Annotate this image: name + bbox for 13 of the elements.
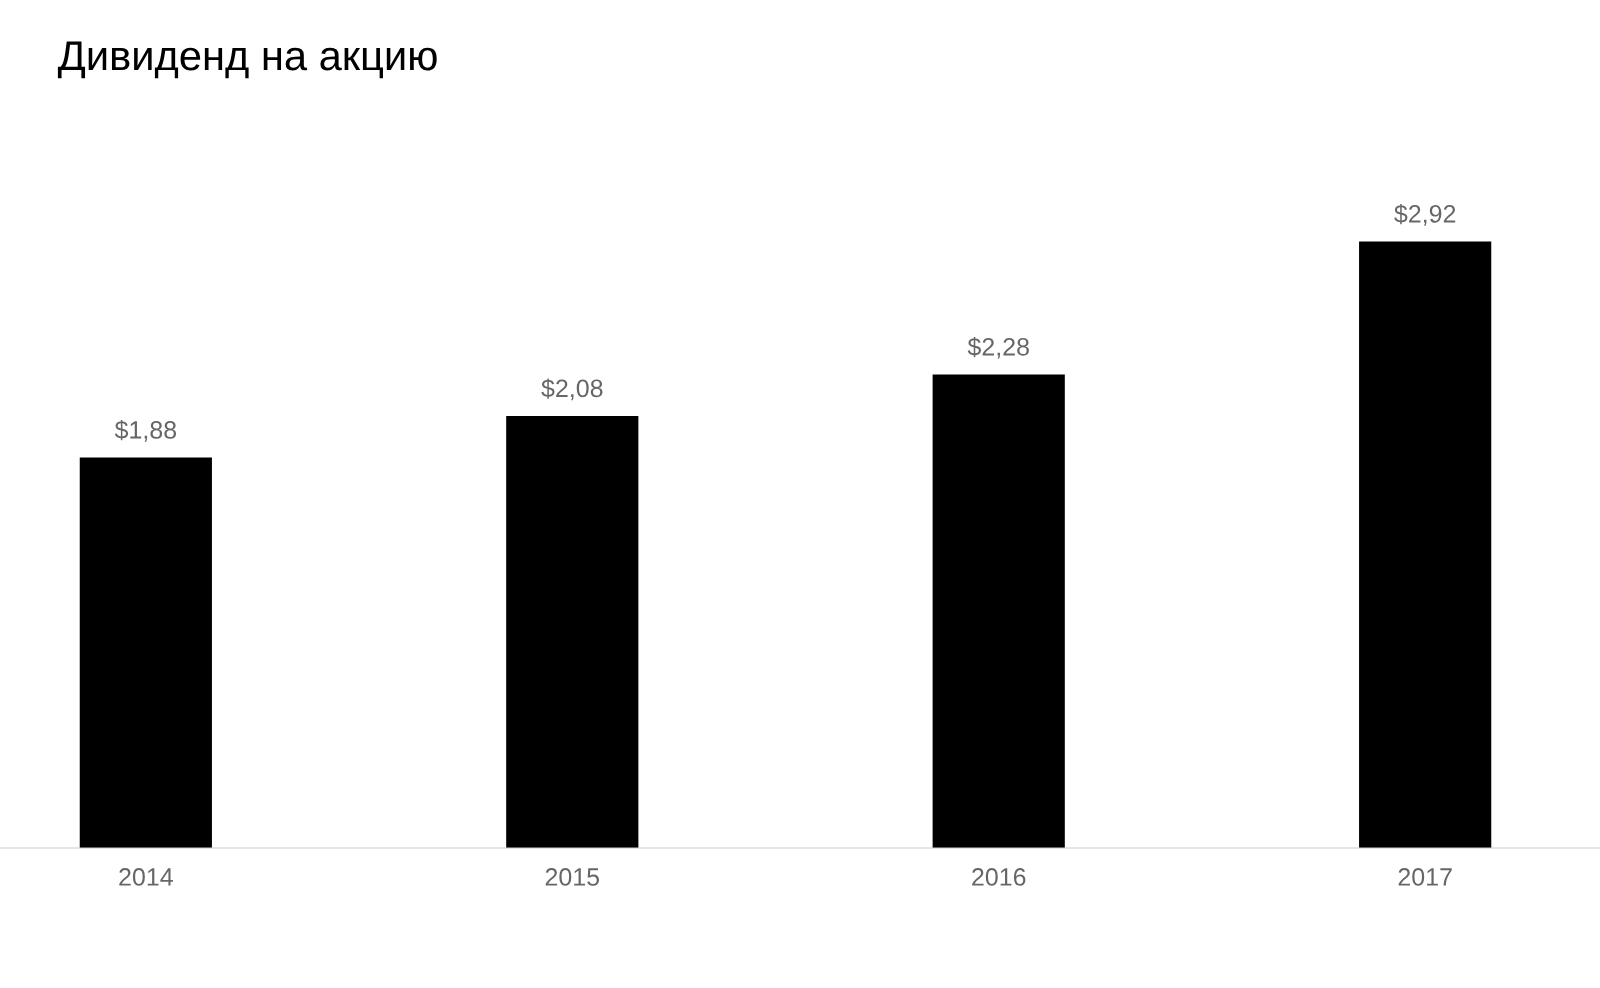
- bar: [506, 416, 639, 848]
- x-tick-label: 2014: [119, 868, 173, 886]
- x-tick-label: 2017: [1398, 868, 1452, 886]
- bar: [932, 374, 1065, 848]
- data-label: $2,92: [1394, 203, 1456, 226]
- data-label: $2,08: [541, 378, 603, 401]
- chart-title: Дивиденд на акцию: [57, 41, 437, 79]
- x-tick-label: 2016: [972, 868, 1026, 886]
- data-label: $1,88: [114, 419, 177, 442]
- data-label: $2,28: [967, 336, 1029, 359]
- bar: [79, 457, 212, 848]
- bar: [1359, 241, 1492, 848]
- x-tick-label: 2015: [545, 868, 600, 886]
